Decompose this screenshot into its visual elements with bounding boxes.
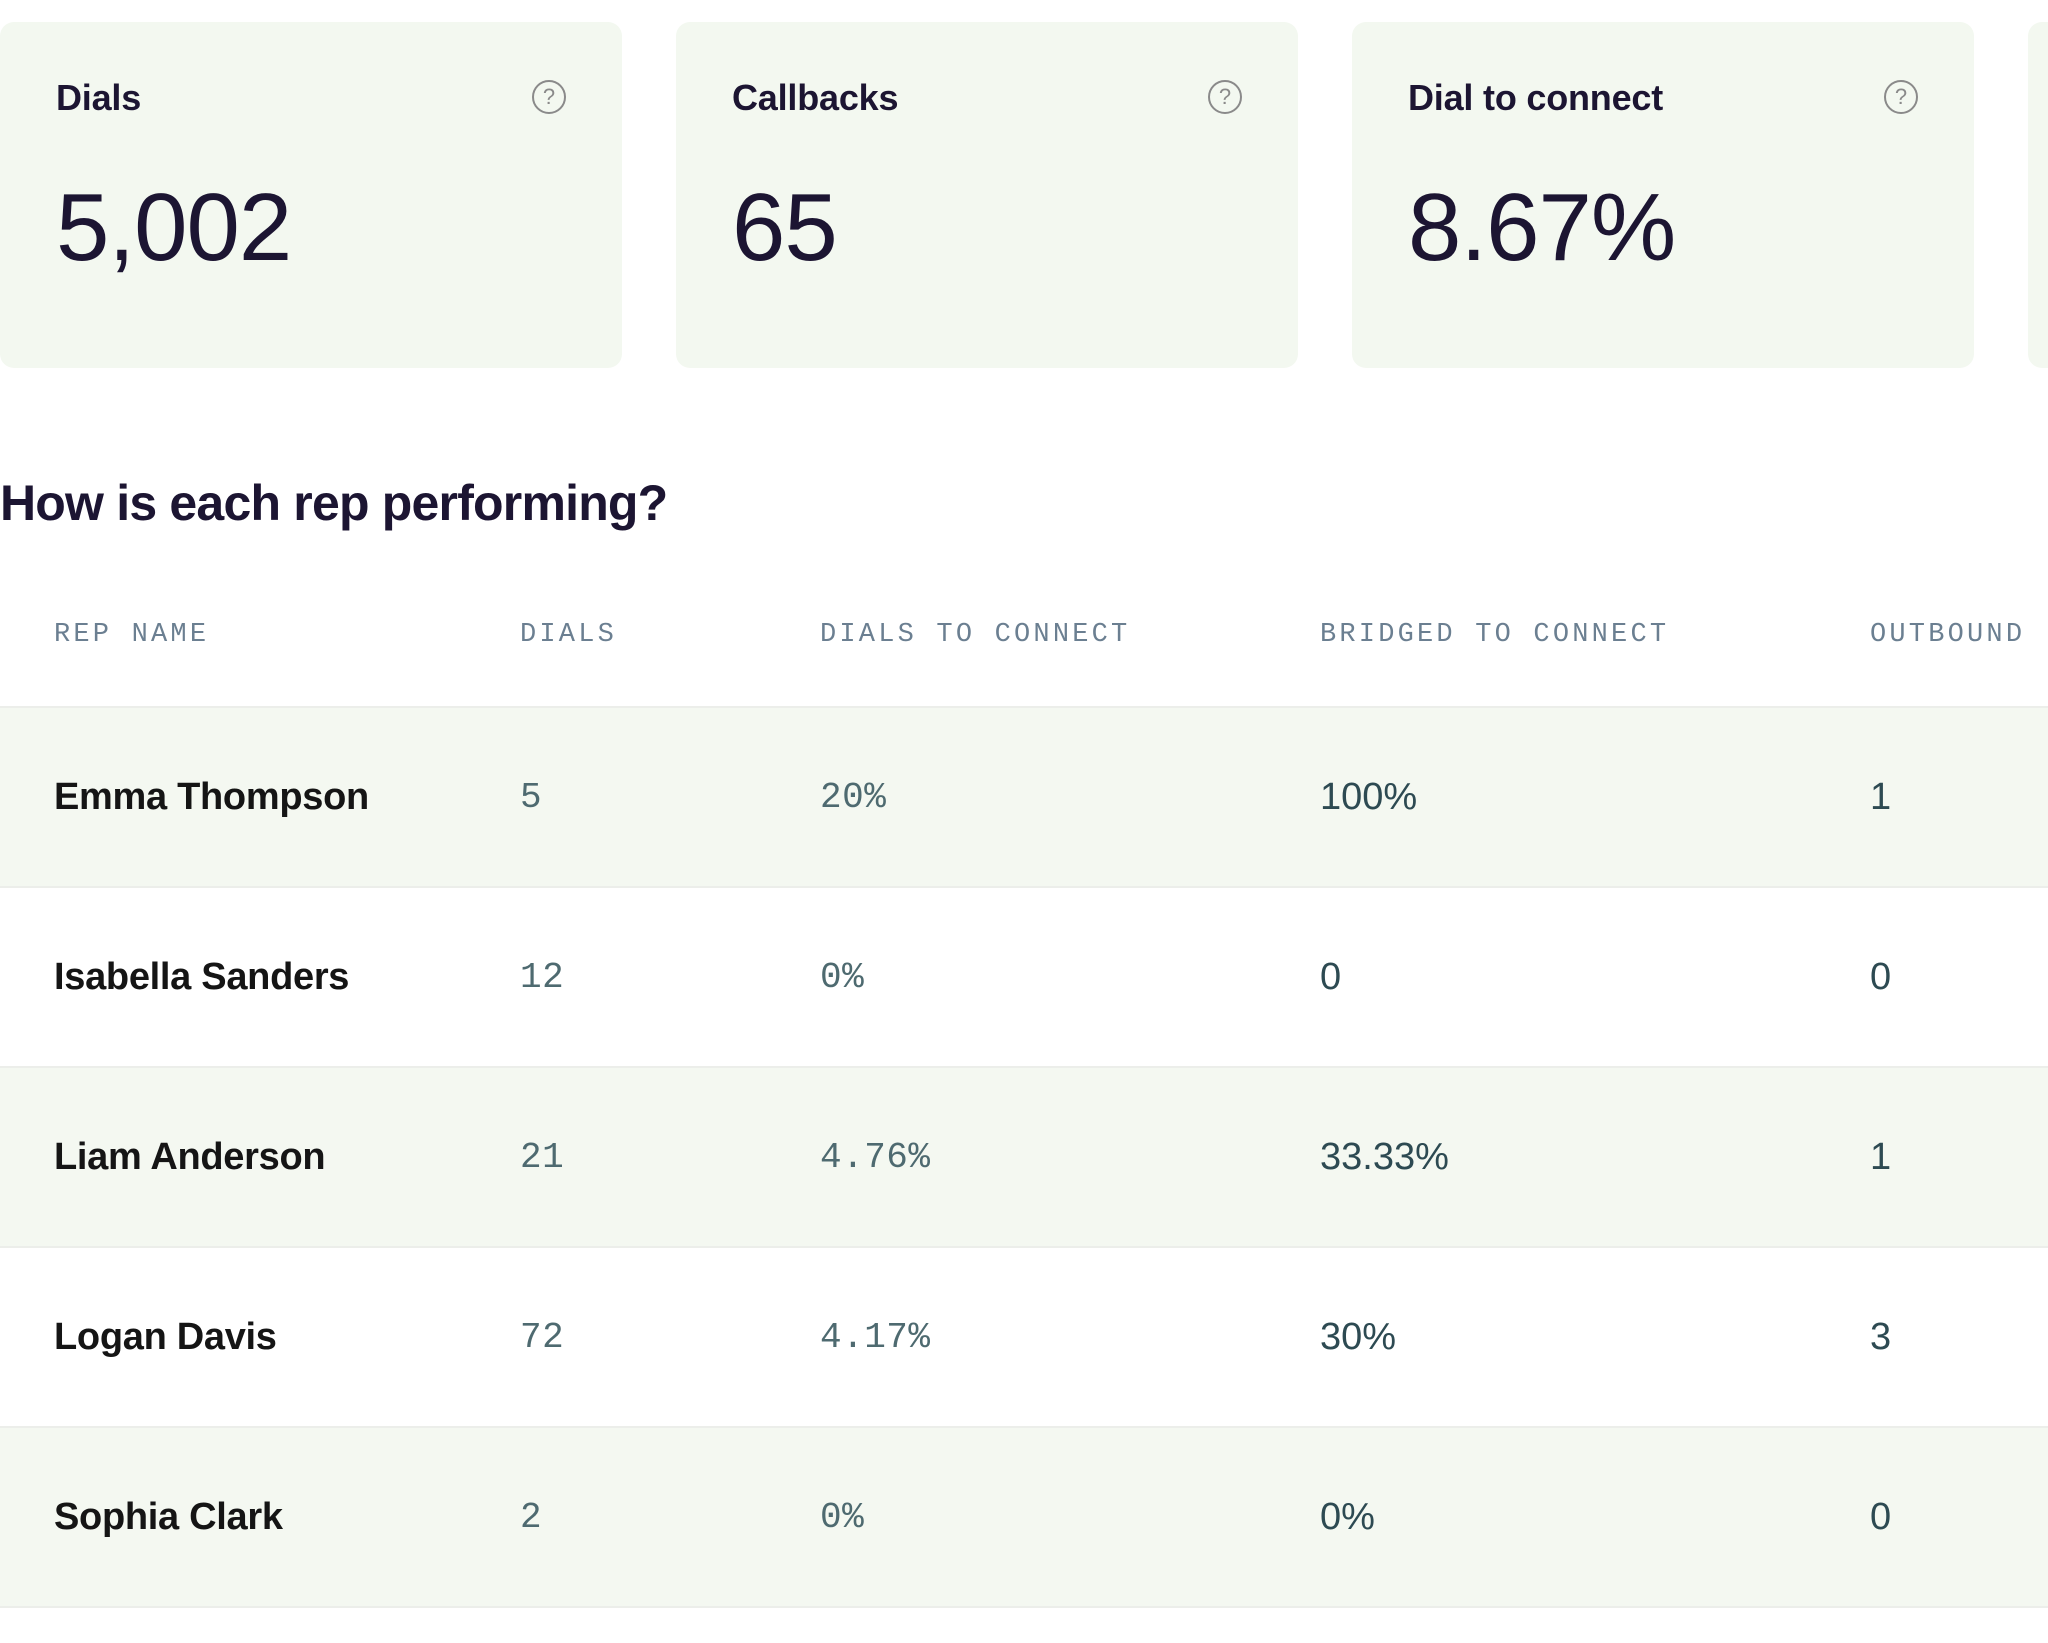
kpi-card-header: Dial to connect ? xyxy=(1408,78,1918,118)
table-row[interactable]: Logan Davis 72 4.17% 30% 3 xyxy=(0,1247,2048,1427)
cell-dials: 21 xyxy=(520,1136,565,1178)
table-body: Emma Thompson 5 20% 100% 1 Isabella Sand… xyxy=(0,707,2048,1607)
kpi-card-clipped[interactable]: ? xyxy=(2028,22,2048,368)
cell-rep-name: Liam Anderson xyxy=(54,1135,326,1178)
table-row[interactable]: Sophia Clark 2 0% 0% 0 xyxy=(0,1427,2048,1607)
cell-rep-name: Logan Davis xyxy=(54,1315,277,1358)
cell-dials-to-connect: 4.17% xyxy=(820,1316,931,1358)
cell-bridged-to-connect: 30% xyxy=(1320,1315,1397,1358)
cell-dials: 12 xyxy=(520,956,565,998)
cell-outbound: 1 xyxy=(1870,1135,1892,1178)
table-row[interactable]: Emma Thompson 5 20% 100% 1 xyxy=(0,707,2048,887)
rep-performance-table-container: REP NAME DIALS DIALS TO CONNECT BRIDGED … xyxy=(0,620,2048,1608)
cell-bridged-to-connect: 0 xyxy=(1320,955,1342,998)
cell-outbound: 0 xyxy=(1870,1495,1892,1538)
help-circle-icon[interactable]: ? xyxy=(1208,80,1242,114)
cell-outbound: 0 xyxy=(1870,955,1892,998)
cell-outbound: 1 xyxy=(1870,775,1892,818)
column-header-outbound[interactable]: OUTBOUND xyxy=(1870,620,2026,650)
cell-dials-to-connect: 0% xyxy=(820,1496,865,1538)
cell-dials-to-connect: 20% xyxy=(820,776,887,818)
cell-outbound: 3 xyxy=(1870,1315,1892,1358)
kpi-card-header: Dials ? xyxy=(56,78,566,118)
cell-dials: 72 xyxy=(520,1316,565,1358)
kpi-card-strip: Dials ? 5,002 Callbacks ? 65 Dial to con… xyxy=(0,0,2048,368)
table-header-row: REP NAME DIALS DIALS TO CONNECT BRIDGED … xyxy=(0,620,2048,707)
table-row[interactable]: Liam Anderson 21 4.76% 33.33% 1 xyxy=(0,1067,2048,1247)
cell-bridged-to-connect: 0% xyxy=(1320,1495,1375,1538)
kpi-card-callbacks[interactable]: Callbacks ? 65 xyxy=(676,22,1298,368)
table-header: REP NAME DIALS DIALS TO CONNECT BRIDGED … xyxy=(0,620,2048,707)
kpi-label: Dials xyxy=(56,77,142,118)
column-header-dials-to-connect[interactable]: DIALS TO CONNECT xyxy=(820,620,1131,650)
column-header-rep-name[interactable]: REP NAME xyxy=(54,620,210,650)
kpi-card-dials[interactable]: Dials ? 5,002 xyxy=(0,22,622,368)
help-circle-icon[interactable]: ? xyxy=(532,80,566,114)
cell-dials: 2 xyxy=(520,1496,543,1538)
table-row[interactable]: Isabella Sanders 12 0% 0 0 xyxy=(0,887,2048,1067)
help-circle-icon[interactable]: ? xyxy=(1884,80,1918,114)
column-header-dials[interactable]: DIALS xyxy=(520,620,618,650)
dashboard-root: Dials ? 5,002 Callbacks ? 65 Dial to con… xyxy=(0,0,2048,1608)
cell-rep-name: Sophia Clark xyxy=(54,1495,283,1538)
cell-rep-name: Isabella Sanders xyxy=(54,955,350,998)
cell-bridged-to-connect: 33.33% xyxy=(1320,1135,1449,1178)
column-header-bridged-to-connect[interactable]: BRIDGED TO CONNECT xyxy=(1320,620,1670,650)
section-heading: How is each rep performing? xyxy=(0,475,668,531)
cell-dials-to-connect: 0% xyxy=(820,956,865,998)
kpi-value: 8.67% xyxy=(1408,173,1676,281)
rep-performance-table: REP NAME DIALS DIALS TO CONNECT BRIDGED … xyxy=(0,620,2048,1608)
kpi-label: Dial to connect xyxy=(1408,77,1664,118)
cell-dials-to-connect: 4.76% xyxy=(820,1136,931,1178)
cell-dials: 5 xyxy=(520,776,543,818)
kpi-value: 65 xyxy=(732,173,838,281)
kpi-card-header: Callbacks ? xyxy=(732,78,1242,118)
kpi-label: Callbacks xyxy=(732,77,899,118)
cell-rep-name: Emma Thompson xyxy=(54,775,369,818)
cell-bridged-to-connect: 100% xyxy=(1320,775,1418,818)
kpi-card-dial-to-connect[interactable]: Dial to connect ? 8.67% xyxy=(1352,22,1974,368)
kpi-value: 5,002 xyxy=(56,173,292,281)
